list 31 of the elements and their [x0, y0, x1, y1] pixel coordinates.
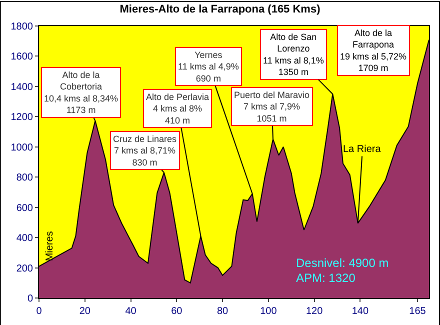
y-tick-label: 1200 — [10, 112, 34, 124]
x-tick-label: 140 — [352, 306, 369, 317]
chart-title: Mieres-Alto de la Farrapona (165 Kms) — [120, 4, 321, 16]
y-tick-label: 1800 — [10, 22, 34, 32]
annotation: Alto de la Cobertoria 10,4 kms al 8,34% 1173 m — [44, 70, 118, 116]
x-tick-label: 100 — [260, 306, 278, 317]
x-tick-label: 0 — [36, 306, 42, 317]
x-tick-label: 120 — [306, 306, 324, 317]
y-tick-label: 0 — [27, 294, 34, 304]
y-tick-label: 400 — [16, 233, 34, 244]
y-tick-label: 1400 — [10, 82, 34, 93]
x-tick-label: 40 — [125, 306, 137, 317]
annotation: Mieres — [44, 231, 56, 262]
annotation: Alto de San Lorenzo 11 kms al 8,1% 1350 m — [263, 32, 324, 78]
annotation: Alto de Perlavia 4 kms al 8% 410 m — [146, 92, 210, 126]
annotation: Cruz de Linares 7 kms al 8,71% 830 m — [113, 134, 178, 168]
annotation: Desnivel: 4900 m — [296, 256, 389, 270]
annotation: La Riera — [343, 144, 382, 155]
x-tick-label: 60 — [171, 306, 183, 317]
y-tick-label: 800 — [16, 172, 34, 184]
y-tick-label: 200 — [16, 263, 34, 274]
y-tick-label: 1000 — [10, 142, 34, 154]
y-tick-label: 600 — [16, 202, 34, 214]
x-tick-label: 80 — [216, 306, 229, 317]
x-tick-label: 20 — [79, 306, 91, 317]
x-tick-label: 165 — [409, 306, 426, 317]
annotation: Puerto del Maravio 7 kms al 7,9% 1051 m — [234, 90, 310, 124]
y-tick-label: 1600 — [10, 52, 34, 63]
annotation: Alto de la Farrapona 19 kms al 5,72% 1709 m — [340, 28, 407, 74]
annotation: APM: 1320 — [296, 271, 356, 285]
annotation: Yernes 11 kms al 4,9% 690 m — [178, 50, 239, 84]
